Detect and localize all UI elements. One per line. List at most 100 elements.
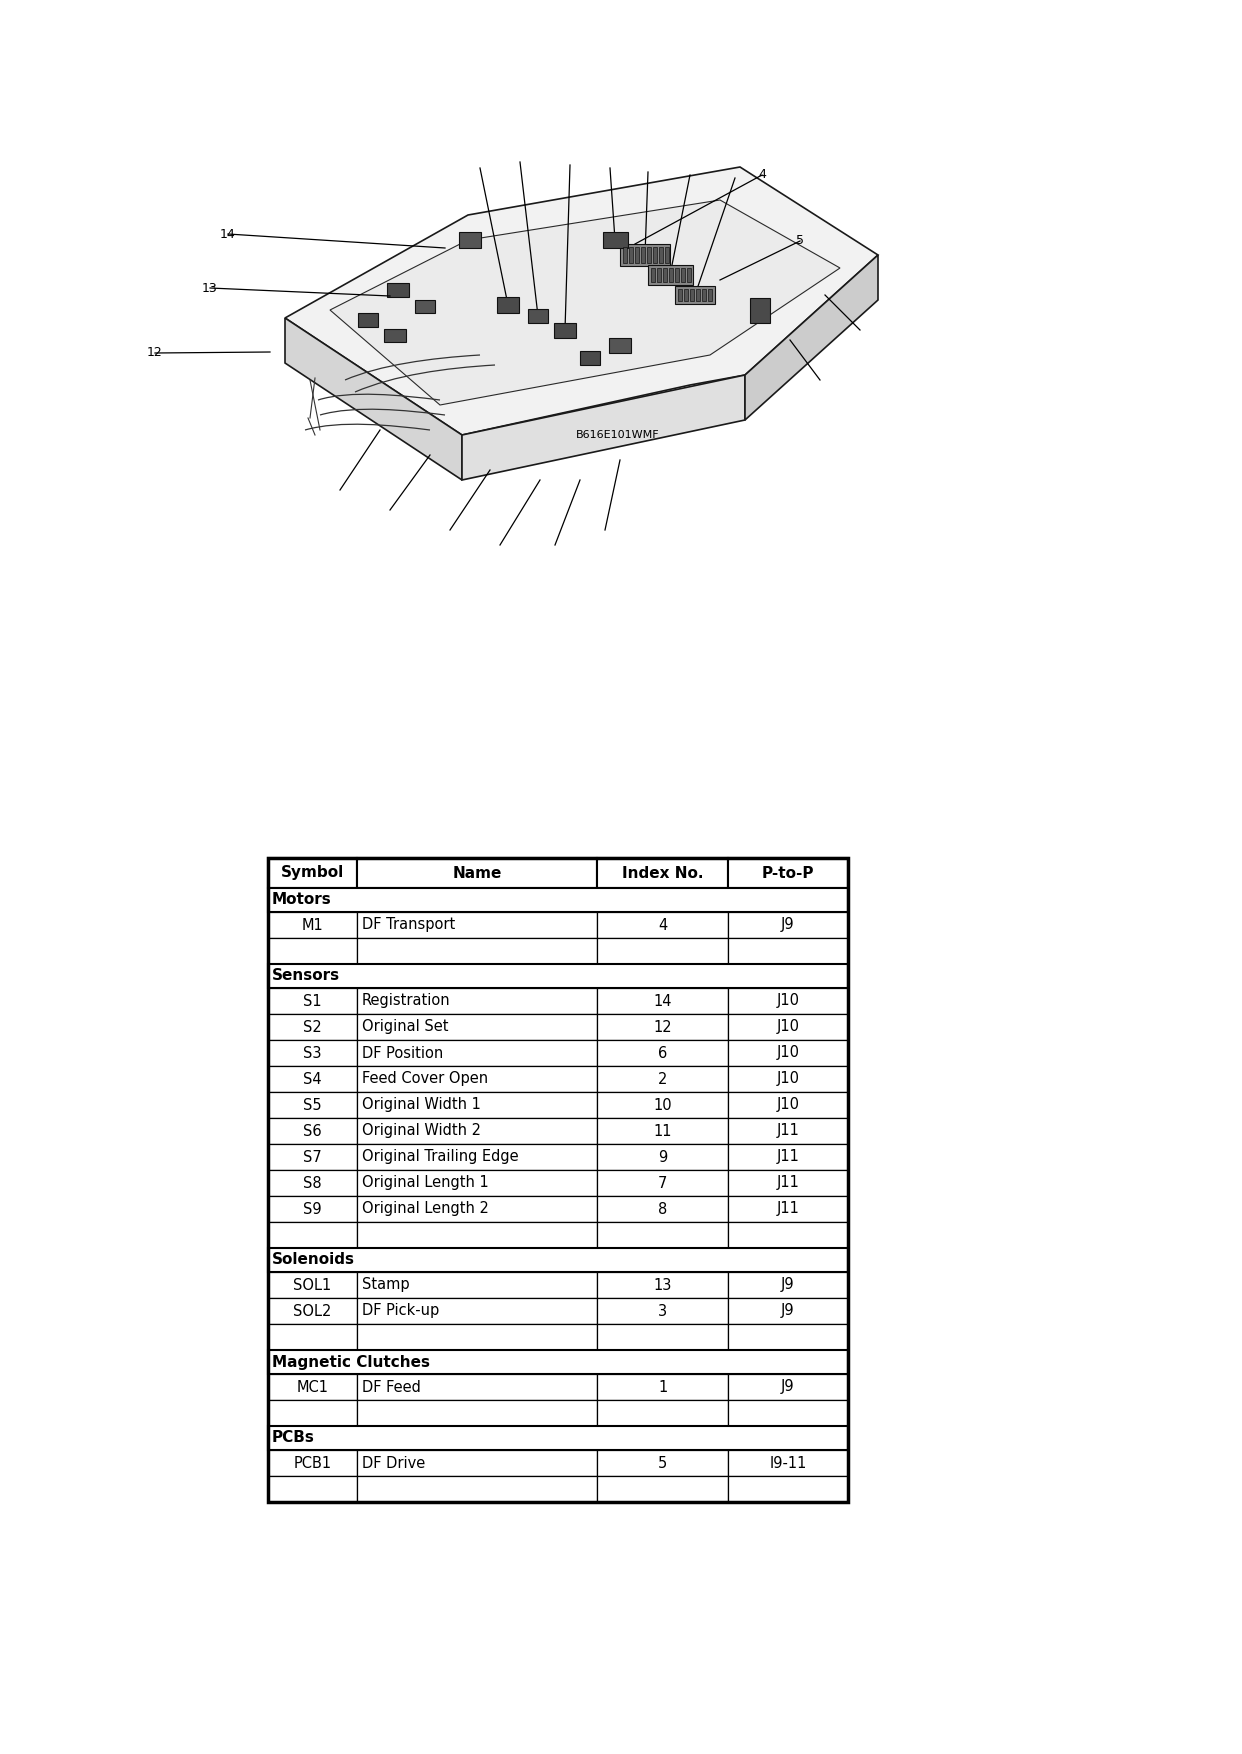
Bar <box>415 300 435 312</box>
Bar <box>268 1093 356 1117</box>
Bar <box>728 988 848 1014</box>
Bar <box>356 858 597 888</box>
Bar <box>750 298 770 323</box>
Text: Magnetic Clutches: Magnetic Clutches <box>272 1354 430 1370</box>
Polygon shape <box>745 254 878 419</box>
Text: 14: 14 <box>653 993 672 1009</box>
Bar <box>674 286 715 303</box>
Text: 2: 2 <box>658 1072 667 1086</box>
Bar <box>687 268 691 282</box>
Bar <box>356 1223 597 1249</box>
Bar <box>728 1117 848 1144</box>
Bar <box>268 1014 356 1040</box>
Bar <box>356 938 597 965</box>
Bar <box>268 965 848 988</box>
Bar <box>356 988 597 1014</box>
Bar <box>268 1426 848 1451</box>
Bar <box>635 247 638 263</box>
Bar <box>728 1170 848 1196</box>
Bar <box>597 1272 728 1298</box>
Bar <box>356 1144 597 1170</box>
Text: Solenoids: Solenoids <box>272 1252 355 1268</box>
Bar <box>728 858 848 888</box>
Bar <box>597 1477 728 1501</box>
Polygon shape <box>284 167 878 435</box>
Text: Original Trailing Edge: Original Trailing Edge <box>361 1149 518 1165</box>
Bar <box>268 1400 356 1426</box>
Bar <box>728 1400 848 1426</box>
Text: S6: S6 <box>303 1124 322 1138</box>
Bar <box>268 1351 848 1373</box>
Text: DF Feed: DF Feed <box>361 1379 421 1394</box>
Text: SOL1: SOL1 <box>293 1277 332 1293</box>
Text: 6: 6 <box>658 1045 667 1061</box>
Bar <box>460 232 481 247</box>
Text: S8: S8 <box>303 1175 322 1191</box>
Text: S5: S5 <box>303 1098 322 1112</box>
Text: S7: S7 <box>303 1149 322 1165</box>
Text: I9-11: I9-11 <box>769 1456 806 1470</box>
Bar <box>728 1373 848 1400</box>
Text: Feed Cover Open: Feed Cover Open <box>361 1072 488 1086</box>
Bar <box>356 1477 597 1501</box>
Bar <box>268 1170 356 1196</box>
Bar <box>674 268 678 282</box>
Text: DF Transport: DF Transport <box>361 917 455 933</box>
Text: J11: J11 <box>776 1124 800 1138</box>
Bar <box>597 1014 728 1040</box>
Text: Original Width 1: Original Width 1 <box>361 1098 481 1112</box>
Bar <box>268 1223 356 1249</box>
Bar <box>356 1324 597 1351</box>
Bar <box>647 265 693 284</box>
Bar <box>728 1451 848 1477</box>
Text: M1: M1 <box>302 917 323 933</box>
Bar <box>268 858 356 888</box>
Polygon shape <box>462 375 745 481</box>
Polygon shape <box>284 317 462 481</box>
Text: Index No.: Index No. <box>622 865 703 881</box>
Bar <box>728 1040 848 1066</box>
Text: DF Drive: DF Drive <box>361 1456 425 1470</box>
Bar <box>268 858 848 1501</box>
Text: 4: 4 <box>758 168 766 181</box>
Bar <box>268 988 356 1014</box>
Text: Registration: Registration <box>361 993 451 1009</box>
Bar <box>268 1477 356 1501</box>
Bar <box>268 1066 356 1093</box>
Bar <box>268 1324 356 1351</box>
Text: S2: S2 <box>303 1019 322 1035</box>
Bar <box>388 282 409 296</box>
Text: 1: 1 <box>658 1379 667 1394</box>
Bar <box>664 247 669 263</box>
Text: J9: J9 <box>781 1277 795 1293</box>
Text: 11: 11 <box>653 1124 672 1138</box>
Bar <box>651 268 655 282</box>
Bar <box>268 1272 356 1298</box>
Bar <box>597 1298 728 1324</box>
Bar <box>356 1400 597 1426</box>
Text: MC1: MC1 <box>297 1379 328 1394</box>
Bar <box>728 1272 848 1298</box>
Text: Original Length 1: Original Length 1 <box>361 1175 488 1191</box>
Bar <box>268 1040 356 1066</box>
Text: J9: J9 <box>781 1379 795 1394</box>
Text: Original Set: Original Set <box>361 1019 448 1035</box>
Text: 14: 14 <box>220 228 236 240</box>
Text: 3: 3 <box>658 1303 667 1319</box>
Bar <box>356 1170 597 1196</box>
Text: S9: S9 <box>303 1201 322 1217</box>
Text: J11: J11 <box>776 1201 800 1217</box>
Text: S4: S4 <box>303 1072 322 1086</box>
Bar <box>597 988 728 1014</box>
Bar <box>684 289 688 302</box>
Bar <box>660 247 663 263</box>
Bar <box>356 1196 597 1223</box>
Text: J10: J10 <box>776 1098 800 1112</box>
Bar <box>358 312 378 326</box>
Bar <box>356 1117 597 1144</box>
Text: 9: 9 <box>658 1149 667 1165</box>
Bar <box>681 268 684 282</box>
Bar <box>728 1324 848 1351</box>
Bar <box>708 289 712 302</box>
Bar <box>702 289 705 302</box>
